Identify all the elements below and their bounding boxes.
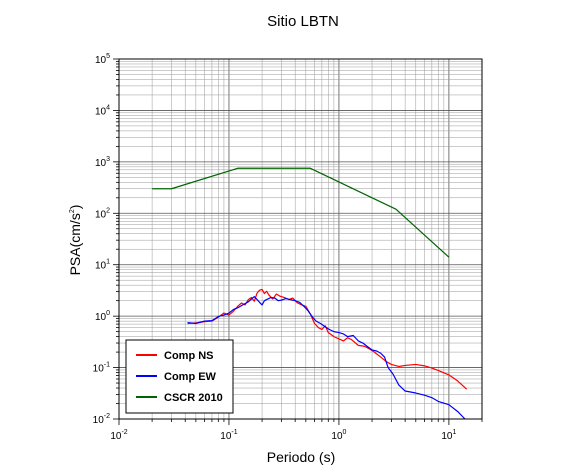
y-tick-label: 103	[95, 156, 110, 169]
y-axis-label-end: )	[67, 205, 83, 210]
series-line-comp-ew	[187, 295, 466, 420]
y-tick-label-base: 10	[93, 364, 105, 375]
y-tick-label-base: 10	[95, 158, 107, 169]
y-tick-label-base: 10	[95, 55, 107, 66]
legend-label: Comp EW	[164, 371, 217, 383]
y-tick-label-base: 10	[95, 106, 107, 117]
y-tick-label: 10-1	[93, 362, 110, 375]
y-tick-label-exponent: 2	[106, 207, 110, 214]
y-tick-label-exponent: 4	[106, 104, 110, 111]
plot-frame	[118, 58, 483, 420]
y-tick-label-base: 10	[95, 261, 107, 272]
x-tick-label: 100	[331, 429, 346, 442]
y-tick-label: 105	[95, 53, 110, 66]
x-tick-label: 101	[441, 429, 456, 442]
x-tick-label-exponent: -1	[231, 429, 237, 436]
y-tick-label: 10-2	[93, 413, 110, 426]
x-tick-label-base: 10	[441, 431, 453, 442]
y-axis-label-base: PSA(cm/s	[67, 213, 83, 275]
series-line-cscr-2010	[152, 167, 450, 258]
series-layer	[152, 167, 468, 420]
grid	[118, 58, 483, 420]
legend: Comp NS Comp EW CSCR 2010	[125, 339, 234, 414]
y-tick-label-base: 10	[95, 312, 107, 323]
legend-label: Comp NS	[164, 350, 214, 362]
y-tick-label: 102	[95, 207, 110, 220]
y-tick-label-exponent: 3	[106, 156, 110, 163]
y-tick-label: 101	[95, 259, 110, 272]
x-axis-label: Periodo (s)	[267, 449, 335, 465]
x-tick-label: 10-1	[220, 429, 237, 442]
y-tick-label-base: 10	[95, 209, 107, 220]
x-tick-label-base: 10	[110, 431, 122, 442]
y-tick-label-exponent: 0	[106, 310, 110, 317]
y-tick-label-base: 10	[93, 415, 105, 426]
y-axis-label-sup: 2	[69, 209, 76, 213]
x-tick-label-base: 10	[220, 431, 232, 442]
y-tick-label-exponent: -2	[104, 413, 110, 420]
x-tick-label-base: 10	[331, 431, 343, 442]
y-tick-label: 100	[95, 310, 110, 323]
chart-title: Sitio LBTN	[267, 13, 339, 30]
y-tick-label-exponent: 5	[106, 53, 110, 60]
y-tick-label-exponent: 1	[106, 259, 110, 266]
legend-label: CSCR 2010	[164, 392, 223, 404]
x-tick-label-exponent: -2	[121, 429, 127, 436]
y-tick-label-exponent: -1	[104, 362, 110, 369]
y-tick-label: 104	[95, 104, 110, 117]
x-tick-label-exponent: 0	[343, 429, 347, 436]
x-tick-label-exponent: 1	[453, 429, 457, 436]
x-tick-label: 10-2	[110, 429, 127, 442]
y-axis-label: PSA(cm/s2)	[67, 205, 83, 276]
